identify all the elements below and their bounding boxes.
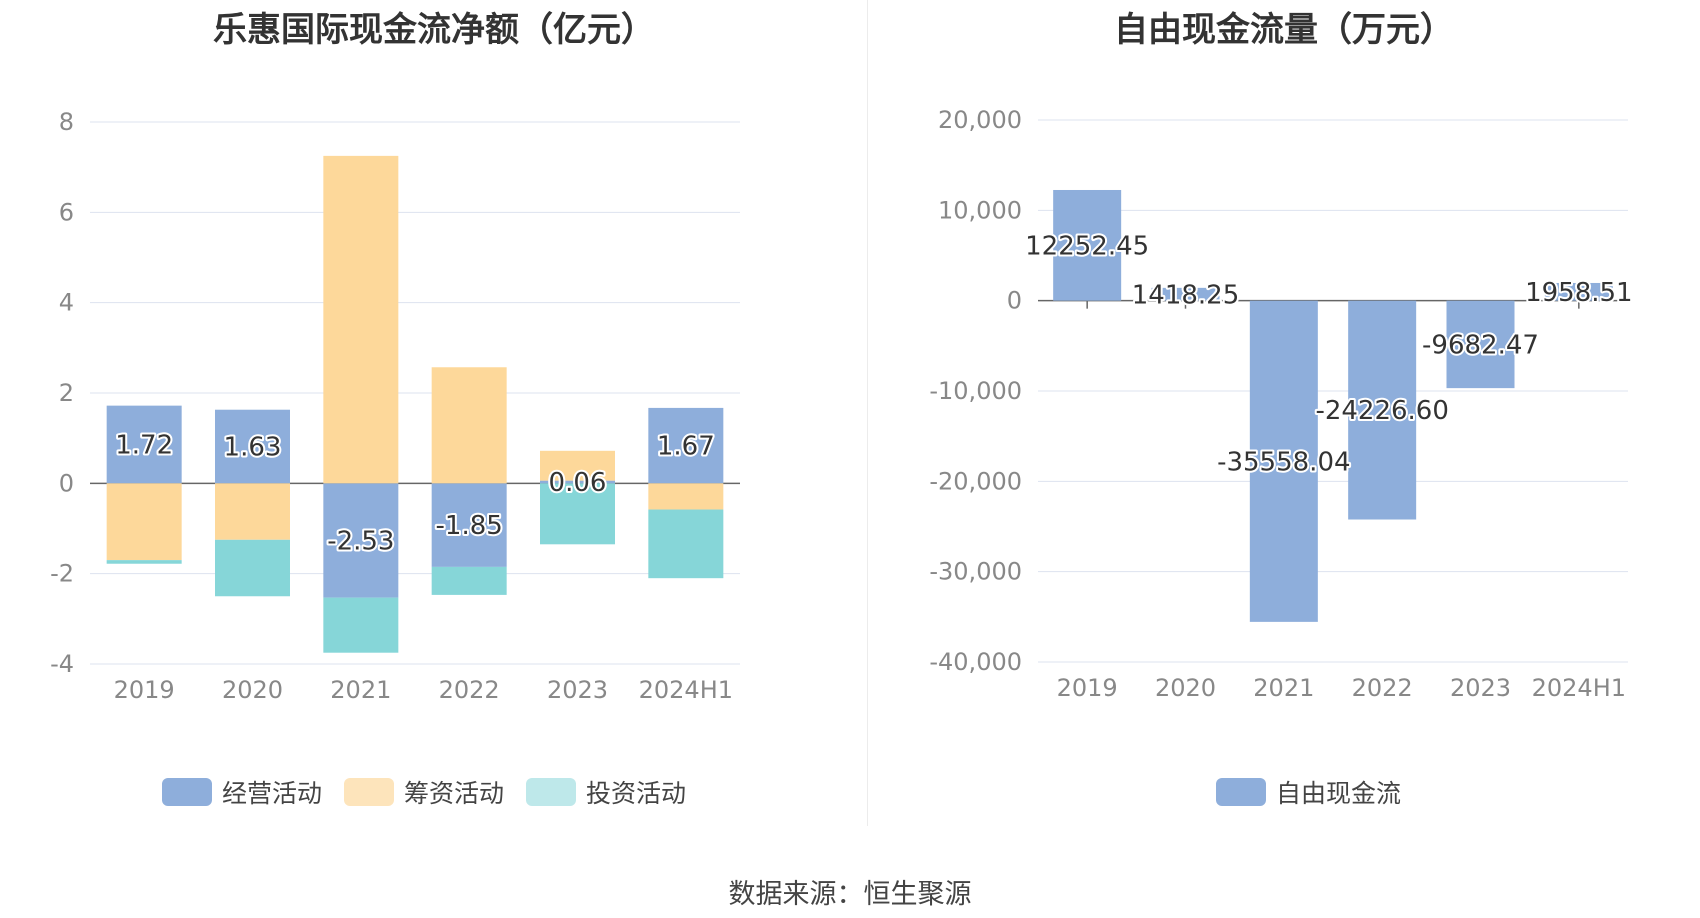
data-label: 1.72 (115, 430, 173, 460)
x-tick-label: 2020 (222, 676, 283, 704)
left-chart-legend: 经营活动 筹资活动 投资活动 (162, 776, 708, 808)
bar-series-1 (215, 483, 290, 540)
bar-series-2 (323, 597, 399, 653)
y-tick-label: -4 (50, 650, 74, 678)
x-tick-label: 2019 (1057, 674, 1118, 702)
bar-primary (540, 480, 615, 484)
bar-primary (431, 483, 507, 567)
x-tick-label: 2020 (1155, 674, 1216, 702)
data-label: -9682.47 (1422, 330, 1539, 360)
x-tick-label: 2022 (1352, 674, 1413, 702)
y-tick-label: 0 (59, 469, 74, 497)
legend-swatch-investing (526, 778, 577, 806)
data-label: 12252.45 (1025, 231, 1149, 261)
data-label: 1418.25 (1132, 280, 1240, 310)
x-tick-label: 2023 (1450, 674, 1511, 702)
x-tick-label: 2021 (330, 676, 391, 704)
legend-swatch-financing (344, 778, 395, 806)
bar-series-1 (431, 367, 507, 484)
right-chart-legend: 自由现金流 (1216, 776, 1423, 808)
y-tick-label: 4 (59, 289, 74, 317)
bar-primary (1053, 189, 1122, 301)
bar-series-1 (648, 483, 724, 510)
bar-primary (1249, 300, 1318, 622)
x-tick-label: 2024H1 (1532, 674, 1626, 702)
y-tick-label: 0 (1007, 287, 1022, 315)
bar-primary (1151, 287, 1220, 301)
bar-series-1 (540, 450, 615, 481)
legend-label-operating: 经营活动 (222, 779, 323, 808)
bar-series-2 (648, 509, 724, 579)
bar-primary (648, 407, 724, 484)
legend-label-investing: 投资活动 (586, 779, 687, 808)
bar-primary (1348, 300, 1417, 520)
data-label: 0.06 (549, 468, 607, 498)
bar-series-2 (215, 539, 290, 597)
legend-item-investing[interactable]: 投资活动 (526, 774, 686, 810)
data-label: 1958.51 (1525, 278, 1633, 308)
data-label: -24226.60 (1315, 396, 1448, 426)
bar-series-2 (106, 560, 182, 564)
bar-series-2 (431, 566, 507, 595)
bar-primary (215, 409, 290, 484)
data-label: -1.85 (436, 511, 503, 541)
data-label: 1.67 (657, 432, 715, 462)
legend-item-free-cashflow[interactable]: 自由现金流 (1216, 774, 1401, 810)
bar-primary (106, 405, 182, 484)
panel-divider (867, 0, 868, 826)
right-chart-title: 自由现金流量（万元） (1114, 10, 1454, 50)
legend-swatch-operating (162, 778, 212, 806)
left-chart-title: 乐惠国际现金流净额（亿元） (213, 10, 655, 50)
data-source-note: 数据来源：恒生聚源 (728, 879, 972, 910)
y-tick-label: -20,000 (929, 467, 1022, 495)
y-tick-label: 2 (59, 379, 74, 407)
data-label: 1.63 (224, 433, 282, 463)
x-tick-label: 2021 (1253, 674, 1314, 702)
legend-swatch-free-cashflow (1216, 778, 1266, 806)
legend-label-financing: 筹资活动 (404, 779, 505, 808)
bar-primary (323, 483, 399, 598)
data-label: -35558.04 (1217, 447, 1350, 477)
free-cashflow-bar-chart: 20,000 10,000 0 -10,000 -20,000 -30,000 -40,00… (929, 106, 1634, 702)
bar-series-1 (106, 483, 182, 561)
y-tick-label: 8 (59, 108, 74, 136)
bar-series-2 (540, 483, 615, 545)
y-tick-label: -30,000 (929, 558, 1022, 586)
y-tick-label: -2 (50, 560, 74, 588)
y-tick-label: 6 (59, 198, 74, 226)
x-tick-label: 2023 (547, 676, 608, 704)
bar-series-1 (323, 155, 399, 484)
legend-item-operating[interactable]: 经营活动 (162, 774, 322, 810)
cashflow-stacked-bar-chart: 8 6 4 2 0 -2 -4 2019 2020 2021 2022 2023 2024H1 1.72 1… (50, 108, 740, 704)
y-tick-label: 20,000 (938, 106, 1022, 134)
x-tick-label: 2019 (114, 676, 175, 704)
legend-item-financing[interactable]: 筹资活动 (344, 774, 504, 810)
bar-primary (1446, 300, 1515, 389)
data-label: -2.53 (327, 526, 394, 556)
y-tick-label: 10,000 (938, 196, 1022, 224)
x-tick-label: 2022 (439, 676, 500, 704)
y-tick-label: -40,000 (929, 648, 1022, 676)
x-tick-label: 2024H1 (639, 676, 733, 704)
y-tick-label: -10,000 (929, 377, 1022, 405)
legend-label-free-cashflow: 自由现金流 (1276, 779, 1402, 808)
bar-primary (1544, 282, 1613, 301)
